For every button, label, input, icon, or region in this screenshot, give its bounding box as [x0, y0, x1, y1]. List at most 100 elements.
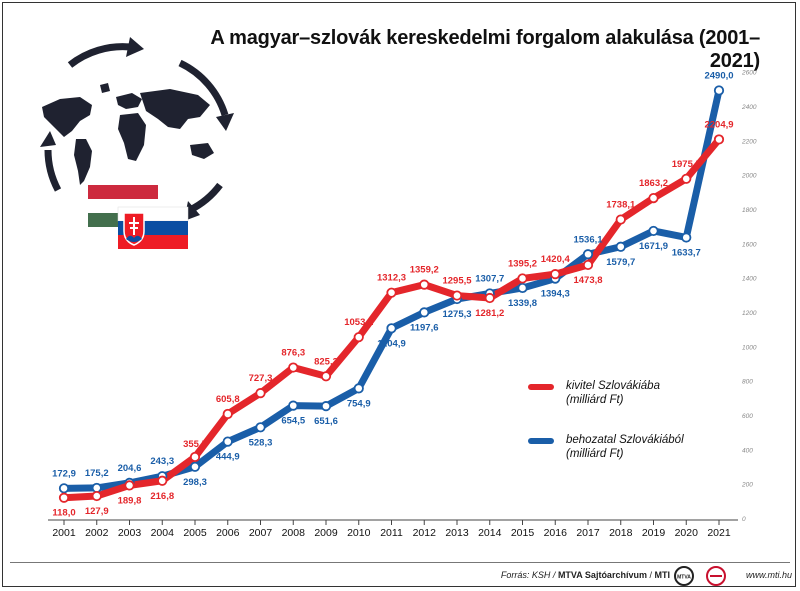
x-tick-label: 2020 — [675, 527, 699, 539]
x-tick-label: 2011 — [380, 527, 403, 539]
source-mti: MTI — [654, 570, 671, 580]
legend-export-unit: (milliárd Ft) — [566, 394, 624, 406]
export-data-label: 127,9 — [85, 506, 109, 517]
x-tick-label: 2013 — [445, 527, 469, 539]
y-tick-label: 1000 — [742, 344, 757, 351]
y-tick-label: 600 — [742, 413, 753, 420]
import-data-label: 243,3 — [150, 456, 174, 467]
import-point — [288, 400, 299, 411]
import-data-label: 298,3 — [183, 477, 207, 488]
import-point — [713, 85, 725, 96]
import-data-label: 2490,0 — [704, 70, 733, 81]
export-point — [353, 332, 364, 343]
export-point — [419, 279, 430, 290]
footer-divider — [10, 562, 790, 563]
import-data-label: 1579,7 — [606, 257, 635, 268]
import-point — [517, 282, 528, 294]
y-tick-label: 2000 — [741, 173, 757, 180]
import-point — [648, 225, 659, 237]
export-point — [386, 287, 397, 298]
legend-import-label: behozatal Szlovákiából — [566, 434, 684, 446]
export-point — [222, 408, 233, 420]
export-point — [713, 134, 725, 145]
export-point — [58, 492, 70, 503]
mti-url: www.mti.hu — [745, 570, 792, 580]
export-data-label: 825,3 — [314, 356, 338, 367]
export-data-label: 189,8 — [118, 495, 142, 506]
import-point — [353, 383, 364, 394]
mtva-logo-icon: MTVA — [674, 566, 726, 586]
x-tick-label: 2008 — [282, 527, 306, 539]
import-data-label: 204,6 — [118, 463, 142, 474]
x-tick-label: 2019 — [642, 527, 666, 539]
y-tick-label: 400 — [742, 447, 753, 454]
y-tick-label: 0 — [742, 516, 746, 523]
slovak-flag-icon — [117, 206, 189, 249]
export-point — [484, 292, 495, 304]
import-data-label: 172,9 — [52, 468, 76, 479]
footer: Forrás: KSH / MTVA Sajtóarchívum / MTI M… — [0, 562, 800, 588]
x-tick-label: 2017 — [576, 527, 600, 539]
import-data-label: 444,9 — [216, 452, 240, 463]
export-point — [255, 388, 266, 399]
import-point — [419, 307, 430, 318]
export-data-label: 216,8 — [150, 491, 174, 502]
import-data-label: 175,2 — [85, 468, 109, 479]
legend-import-swatch — [528, 438, 554, 444]
export-point — [517, 273, 528, 284]
export-data-label: 1420,4 — [541, 254, 571, 265]
export-data-label: 1359,2 — [410, 265, 439, 276]
y-tick-label: 2200 — [741, 138, 757, 145]
source-separator: / — [649, 570, 652, 580]
x-tick-label: 2010 — [347, 527, 371, 539]
export-data-label: 1053,1 — [344, 317, 374, 328]
legend-export-swatch — [528, 384, 554, 390]
export-point — [320, 371, 332, 382]
import-data-label: 654,5 — [281, 416, 305, 427]
export-data-label: 2204,9 — [704, 119, 733, 130]
export-data-label: 355,5 — [183, 439, 207, 450]
export-point — [288, 362, 299, 373]
legend-export-label: kivitel Szlovákiába — [566, 380, 660, 392]
y-tick-label: 2600 — [741, 70, 757, 77]
import-data-label: 1536,1 — [573, 234, 603, 245]
y-tick-label: 2400 — [741, 104, 757, 111]
import-point — [91, 482, 102, 494]
import-point — [58, 483, 70, 494]
export-data-label: 727,3 — [249, 373, 273, 384]
source-archive: MTVA Sajtóarchívum — [557, 570, 647, 580]
import-data-label: 1197,6 — [410, 322, 439, 333]
import-data-label: 1339,8 — [508, 298, 537, 309]
export-point — [648, 192, 659, 204]
import-data-label: 1275,3 — [442, 309, 471, 320]
world-map-illustration — [40, 37, 234, 249]
legend-import: behozatal Szlovákiából (milliárd Ft) — [528, 433, 684, 461]
x-tick-label: 2016 — [544, 527, 568, 539]
export-point — [615, 214, 626, 225]
export-data-label: 1473,8 — [573, 275, 602, 286]
world-map-icon — [42, 83, 214, 185]
x-tick-label: 2014 — [478, 527, 502, 539]
export-point — [124, 480, 135, 491]
source-prefix: Forrás: KSH / — [500, 570, 556, 580]
export-point — [157, 475, 168, 486]
import-data-label: 1394,3 — [541, 289, 570, 300]
export-data-label: 1281,2 — [475, 308, 504, 319]
x-tick-label: 2006 — [216, 527, 240, 539]
import-data-label: 1671,9 — [639, 241, 668, 252]
x-tick-label: 2005 — [183, 527, 207, 539]
legend-import-unit: (milliárd Ft) — [566, 448, 624, 460]
import-point — [615, 241, 626, 252]
legend-export: kivitel Szlovákiába (milliárd Ft) — [528, 379, 660, 407]
export-data-label: 1975,5 — [672, 159, 702, 170]
export-data-label: 118,0 — [52, 508, 75, 519]
y-tick-label: 800 — [742, 379, 753, 386]
import-data-label: 1307,7 — [475, 273, 504, 284]
import-data-label: 754,9 — [347, 398, 371, 409]
y-tick-label: 1800 — [742, 207, 757, 214]
x-tick-label: 2004 — [151, 527, 175, 539]
y-tick-label: 1200 — [742, 310, 757, 317]
import-point — [681, 232, 692, 243]
import-data-label: 1633,7 — [672, 247, 701, 258]
